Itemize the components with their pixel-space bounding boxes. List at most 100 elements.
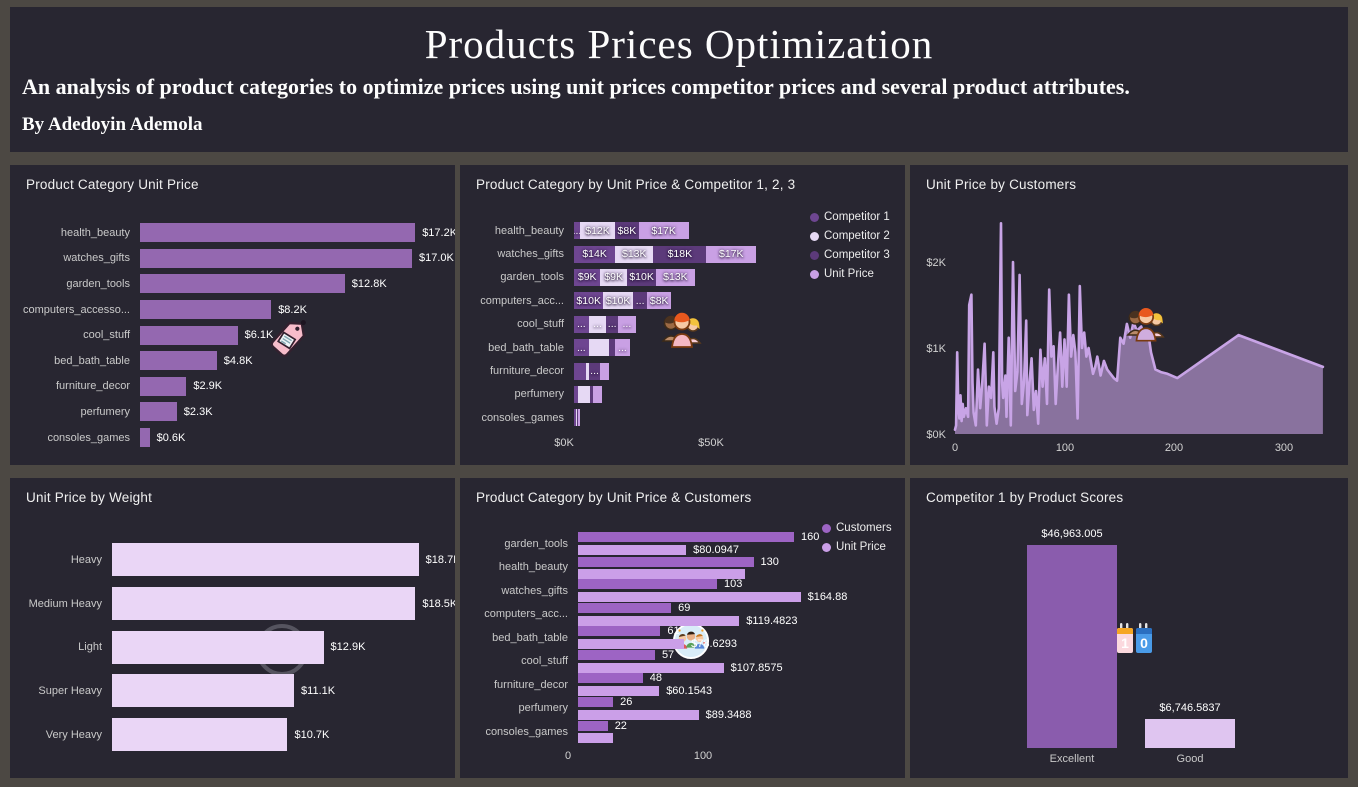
bar[interactable] (140, 376, 187, 396)
segment-competitor-3[interactable]: ... (606, 315, 619, 333)
customers-bar[interactable] (578, 649, 655, 660)
segment-competitor-1[interactable] (574, 362, 586, 380)
bar[interactable] (112, 630, 324, 664)
unit-price-bar[interactable] (578, 568, 746, 579)
value-label: 160 (801, 531, 820, 544)
svg-text:0: 0 (952, 442, 958, 454)
legend-item-unit-price[interactable]: Unit Price (822, 541, 892, 553)
legend-dot (810, 250, 819, 260)
category-label: perfumery (514, 388, 564, 401)
category-label: watches_gifts (63, 252, 130, 265)
panel-title: Product Category by Unit Price & Custome… (476, 490, 752, 505)
legend-label: Competitor 2 (824, 230, 890, 242)
customers-bar[interactable] (578, 532, 794, 543)
segment-competitor-2[interactable]: $12K (579, 222, 616, 240)
unit-price-bar[interactable] (578, 662, 724, 673)
segment-unit-price[interactable] (593, 385, 602, 403)
panel-competitor1-by-product-scores: Competitor 1 by Product Scores $46,963.0… (910, 478, 1348, 778)
category-label: health_beauty (494, 224, 564, 237)
category-label: Heavy (70, 553, 102, 566)
segment-competitor-1[interactable]: $14K (574, 245, 616, 263)
segment-competitor-2[interactable]: $10K (603, 292, 633, 310)
legend-item-unit-price[interactable]: Unit Price (810, 268, 890, 280)
bar[interactable] (140, 351, 217, 371)
bar[interactable] (140, 274, 345, 294)
segment-competitor-1[interactable]: $9K (574, 268, 601, 286)
bar[interactable] (112, 718, 288, 752)
column-bar-good[interactable] (1145, 718, 1235, 748)
customers-bar[interactable] (578, 673, 643, 684)
bar[interactable] (140, 325, 238, 345)
category-label: perfumery (80, 405, 130, 418)
segment-competitor-3[interactable] (609, 339, 616, 357)
legend-item-competitor-2[interactable]: Competitor 2 (810, 230, 890, 242)
segment-unit-price[interactable]: $17K (706, 245, 757, 263)
unit-price-bar[interactable] (578, 615, 740, 626)
bar[interactable] (140, 402, 177, 422)
area-chart-svg[interactable]: $0K $1K $2K 0 100 200 300 (910, 165, 1348, 465)
bar[interactable] (140, 223, 416, 243)
segment-competitor-1[interactable]: ... (574, 222, 580, 240)
segment-unit-price[interactable]: $8K (647, 292, 671, 310)
segment-competitor-2[interactable] (585, 362, 589, 380)
unit-price-bar[interactable] (578, 733, 614, 744)
segment-competitor-3[interactable]: ... (588, 362, 601, 380)
category-label: health_beauty (60, 226, 130, 239)
legend-item-customers[interactable]: Customers (822, 522, 892, 534)
bar[interactable] (140, 248, 412, 268)
segment-unit-price[interactable]: $17K (638, 222, 689, 240)
segment-unit-price[interactable] (577, 409, 580, 427)
unit-price-bar[interactable] (578, 545, 687, 556)
legend-item-competitor-1[interactable]: Competitor 1 (810, 211, 890, 223)
segment-unit-price[interactable]: $13K (656, 268, 695, 286)
segment-competitor-3[interactable]: $10K (626, 268, 657, 286)
customers-bar[interactable] (578, 579, 718, 590)
segment-competitor-3[interactable]: $8K (615, 222, 639, 240)
panel-product-category-unit-price: Product Category Unit Price health_beaut… (10, 165, 455, 465)
segment-competitor-2[interactable]: ... (588, 315, 607, 333)
value-label: 130 (760, 555, 779, 568)
bar-row: watches_gifts $17.0K (18, 246, 454, 272)
bar[interactable] (140, 300, 272, 320)
customers-bar[interactable] (578, 626, 661, 637)
segment-competitor-3[interactable] (590, 385, 594, 403)
segment-competitor-3[interactable] (576, 409, 578, 427)
segment-competitor-2[interactable] (588, 339, 610, 357)
segment-competitor-2[interactable] (576, 409, 577, 427)
bar-row: furniture_decor $2.9K (18, 374, 453, 400)
segment-competitor-1[interactable] (574, 409, 577, 427)
bar[interactable] (140, 428, 150, 448)
segment-competitor-2[interactable]: $13K (615, 245, 654, 263)
unit-price-bar[interactable] (578, 686, 660, 697)
segment-competitor-3[interactable]: ... (632, 292, 648, 310)
customers-bar[interactable] (578, 602, 672, 613)
segment-unit-price[interactable]: ... (615, 339, 630, 357)
bar[interactable] (112, 587, 416, 621)
unit-price-bar[interactable] (578, 709, 699, 720)
column-bar-excellent[interactable] (1027, 545, 1117, 748)
stacked-bar-row: perfumery (468, 383, 903, 406)
page-byline: By Adedoyin Ademola (22, 114, 203, 135)
customers-bar[interactable] (578, 556, 754, 567)
category-label: bed_bath_table (492, 631, 568, 644)
customers-bar[interactable] (578, 721, 608, 732)
segment-competitor-1[interactable] (574, 385, 579, 403)
segment-competitor-2[interactable] (578, 385, 591, 403)
segment-competitor-3[interactable]: $18K (653, 245, 707, 263)
grouped-bar-row: health_beauty 130 (468, 556, 903, 580)
category-label: health_beauty (498, 561, 568, 574)
unit-price-bar[interactable] (578, 639, 685, 650)
category-label: watches_gifts (497, 248, 564, 261)
bar[interactable] (112, 674, 295, 708)
legend-item-competitor-3[interactable]: Competitor 3 (810, 249, 890, 261)
segment-unit-price[interactable] (600, 362, 610, 380)
bar[interactable] (112, 543, 419, 577)
stacked-bar-row: computers_acc... $10K $10K... $8K (468, 289, 903, 312)
segment-competitor-1[interactable]: $10K (574, 292, 604, 310)
segment-competitor-2[interactable]: $9K (600, 268, 627, 286)
segment-competitor-1[interactable]: ... (574, 315, 589, 333)
unit-price-bar[interactable] (578, 592, 801, 603)
segment-unit-price[interactable]: ... (618, 315, 636, 333)
segment-competitor-1[interactable]: ... (574, 339, 589, 357)
customers-bar[interactable] (578, 696, 614, 707)
